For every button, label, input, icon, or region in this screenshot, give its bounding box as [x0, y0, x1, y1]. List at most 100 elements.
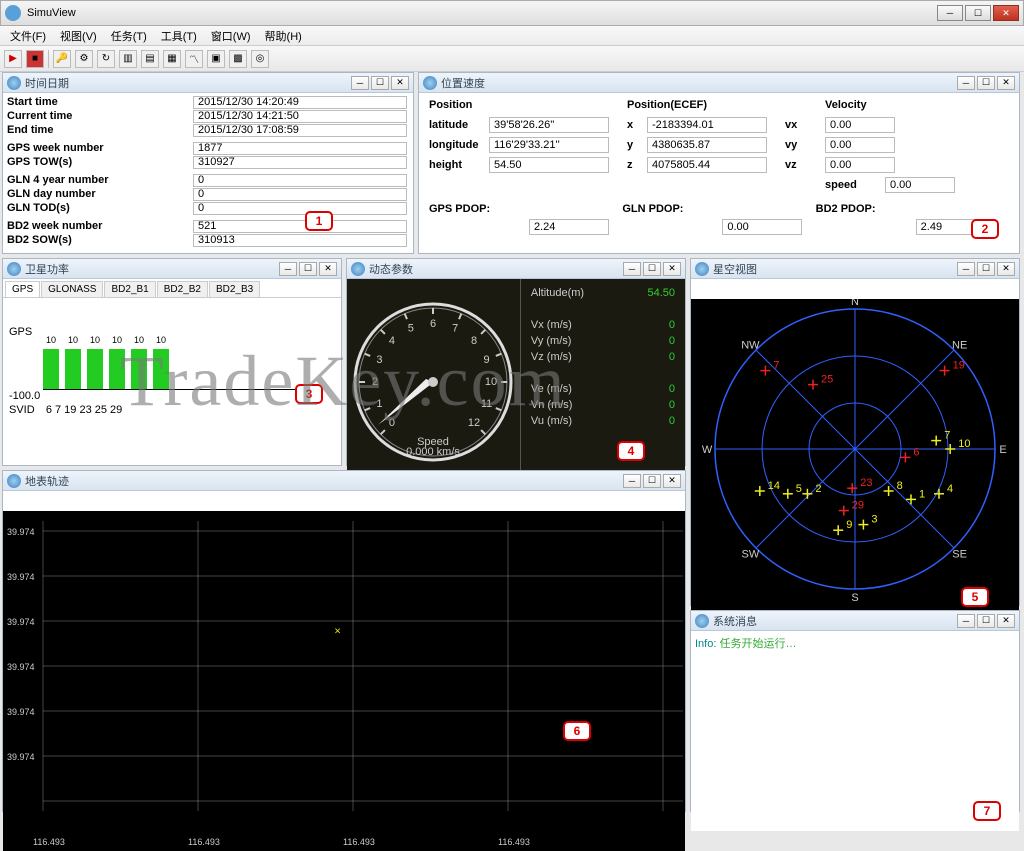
panel-close-button[interactable]: ✕ — [997, 614, 1015, 628]
globe-icon — [695, 262, 709, 276]
sat-tab[interactable]: GPS — [5, 281, 40, 297]
svg-text:4: 4 — [389, 335, 395, 347]
menu-task[interactable]: 任务(T) — [105, 26, 153, 46]
panel-close-button[interactable]: ✕ — [997, 76, 1015, 90]
svg-text:3: 3 — [377, 354, 383, 366]
svg-text:10: 10 — [958, 438, 970, 450]
panel-close-button[interactable]: ✕ — [997, 262, 1015, 276]
svg-text:1: 1 — [377, 398, 383, 410]
svg-text:NE: NE — [952, 339, 967, 351]
menu-tool[interactable]: 工具(T) — [155, 26, 203, 46]
panel-min-button[interactable]: ─ — [623, 262, 641, 276]
track-plot: × — [3, 511, 685, 831]
svg-text:14: 14 — [768, 480, 780, 492]
panel-title: 时间日期 — [25, 75, 351, 91]
tool-grid-icon[interactable]: ▩ — [229, 50, 247, 68]
svg-text:9: 9 — [846, 519, 852, 531]
panel-max-button[interactable]: ☐ — [643, 262, 661, 276]
globe-icon — [423, 76, 437, 90]
svid-label: SVID — [9, 404, 35, 416]
tool-key-icon[interactable]: 🔑 — [53, 50, 71, 68]
svg-text:SE: SE — [952, 549, 967, 561]
panel-max-button[interactable]: ☐ — [371, 76, 389, 90]
svg-text:8: 8 — [897, 480, 903, 492]
panel-close-button[interactable]: ✕ — [319, 262, 337, 276]
panel-min-button[interactable]: ─ — [957, 262, 975, 276]
badge-2: 2 — [971, 219, 999, 239]
tool-chart3-icon[interactable]: ▦ — [163, 50, 181, 68]
badge-5: 5 — [961, 587, 989, 607]
menu-help[interactable]: 帮助(H) — [259, 26, 308, 46]
svg-text:8: 8 — [471, 335, 477, 347]
kv-value: 2015/12/30 14:20:49 — [193, 96, 407, 109]
panel-title: 星空视图 — [713, 261, 957, 277]
svg-text:3: 3 — [871, 514, 877, 526]
panel-close-button[interactable]: ✕ — [391, 76, 409, 90]
badge-7: 7 — [973, 801, 1001, 821]
svg-text:SW: SW — [741, 549, 759, 561]
panel-max-button[interactable]: ☐ — [977, 614, 995, 628]
globe-icon — [7, 76, 21, 90]
svg-text:19: 19 — [953, 360, 965, 372]
speed-value: 0.00 — [885, 177, 955, 193]
panel-max-button[interactable]: ☐ — [977, 262, 995, 276]
svg-text:29: 29 — [852, 500, 864, 512]
svg-text:5: 5 — [796, 483, 802, 495]
svg-text:12: 12 — [468, 417, 480, 429]
kv-label: Current time — [3, 110, 193, 122]
svg-text:25: 25 — [821, 374, 833, 386]
tool-table-icon[interactable]: ▣ — [207, 50, 225, 68]
panel-min-button[interactable]: ─ — [623, 474, 641, 488]
svg-text:0: 0 — [389, 417, 395, 429]
tool-refresh-icon[interactable]: ↻ — [97, 50, 115, 68]
kv-value: 0 — [193, 174, 407, 187]
stop-button[interactable]: ■ — [26, 50, 44, 68]
panel-title: 卫星功率 — [25, 261, 279, 277]
kv-label: GLN 4 year number — [3, 174, 193, 186]
menu-file[interactable]: 文件(F) — [4, 26, 52, 46]
tool-chart1-icon[interactable]: ▥ — [119, 50, 137, 68]
svg-text:6: 6 — [913, 446, 919, 458]
sat-tab[interactable]: BD2_B3 — [209, 281, 260, 297]
panel-max-button[interactable]: ☐ — [299, 262, 317, 276]
kv-value: 0 — [193, 188, 407, 201]
panel-close-button[interactable]: ✕ — [663, 262, 681, 276]
tool-target-icon[interactable]: ◎ — [251, 50, 269, 68]
svg-text:9: 9 — [484, 354, 490, 366]
panel-min-button[interactable]: ─ — [957, 614, 975, 628]
svg-text:2: 2 — [815, 483, 821, 495]
panel-min-button[interactable]: ─ — [957, 76, 975, 90]
menu-window[interactable]: 窗口(W) — [205, 26, 257, 46]
panel-msg: 系统消息 ─☐✕ Info: 任务开始运行… 7 — [690, 610, 1020, 812]
badge-1: 1 — [305, 211, 333, 231]
panel-max-button[interactable]: ☐ — [977, 76, 995, 90]
sat-tab[interactable]: GLONASS — [41, 281, 103, 297]
globe-icon — [7, 474, 21, 488]
panel-close-button[interactable]: ✕ — [663, 474, 681, 488]
tool-chart2-icon[interactable]: ▤ — [141, 50, 159, 68]
play-button[interactable]: ▶ — [4, 50, 22, 68]
minimize-button[interactable]: ─ — [937, 5, 963, 21]
menu-view[interactable]: 视图(V) — [54, 26, 103, 46]
panel-timedate: 时间日期 ─☐✕ Start time2015/12/30 14:20:49Cu… — [2, 72, 414, 254]
svg-text:N: N — [851, 299, 859, 308]
window-titlebar: SimuView ─ ☐ ✕ — [0, 0, 1024, 26]
svg-text:W: W — [702, 444, 713, 456]
kv-label: GLN day number — [3, 188, 193, 200]
sat-tab[interactable]: BD2_B2 — [157, 281, 208, 297]
panel-min-button[interactable]: ─ — [279, 262, 297, 276]
close-button[interactable]: ✕ — [993, 5, 1019, 21]
panel-min-button[interactable]: ─ — [351, 76, 369, 90]
panel-max-button[interactable]: ☐ — [643, 474, 661, 488]
header-velocity: Velocity — [825, 99, 867, 111]
kv-value: 2015/12/30 17:08:59 — [193, 124, 407, 137]
globe-icon — [351, 262, 365, 276]
tool-plot-icon[interactable]: 〽 — [185, 50, 203, 68]
sat-ylabel: GPS — [9, 326, 32, 338]
tool-settings-icon[interactable]: ⚙ — [75, 50, 93, 68]
panel-sky: 星空视图 ─☐✕ NNEESESSWWNW 725196232971014528… — [690, 258, 1020, 606]
maximize-button[interactable]: ☐ — [965, 5, 991, 21]
sat-tab[interactable]: BD2_B1 — [104, 281, 155, 297]
header-ecef: Position(ECEF) — [627, 99, 825, 111]
globe-icon — [695, 614, 709, 628]
